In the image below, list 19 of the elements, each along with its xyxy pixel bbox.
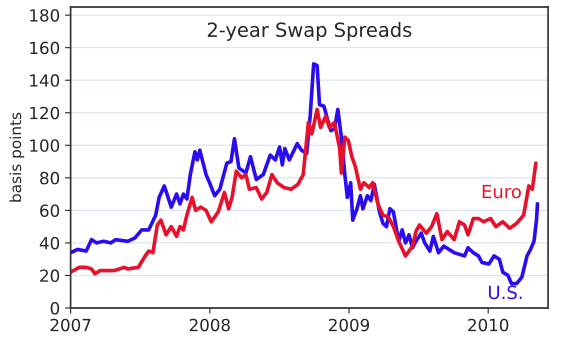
y-axis-title: basis points — [9, 112, 24, 202]
y-tick-label: 120 — [30, 106, 60, 120]
x-tick-label: 2007 — [50, 318, 90, 332]
series-label: U.S. — [488, 286, 522, 300]
series-label: Euro — [482, 184, 521, 198]
y-tick-label: 100 — [30, 139, 60, 152]
y-tick-label: 180 — [30, 9, 60, 22]
y-tick-label: 80 — [40, 172, 60, 184]
text: 2-year Swap Spreads — [208, 22, 412, 41]
y-tick-label: 0 — [50, 302, 60, 315]
x-tick-label: 2010 — [468, 318, 508, 332]
y-tick-label: 40 — [40, 236, 60, 250]
x-tick-label: 2008 — [190, 318, 230, 332]
line-series — [70, 108, 538, 276]
y-tick-label: 60 — [40, 204, 60, 217]
y-tick-label: 140 — [30, 74, 60, 87]
y-tick-label: 20 — [40, 269, 60, 282]
x-tick-label: 2009 — [329, 318, 370, 332]
y-tick-label: 160 — [30, 42, 60, 54]
